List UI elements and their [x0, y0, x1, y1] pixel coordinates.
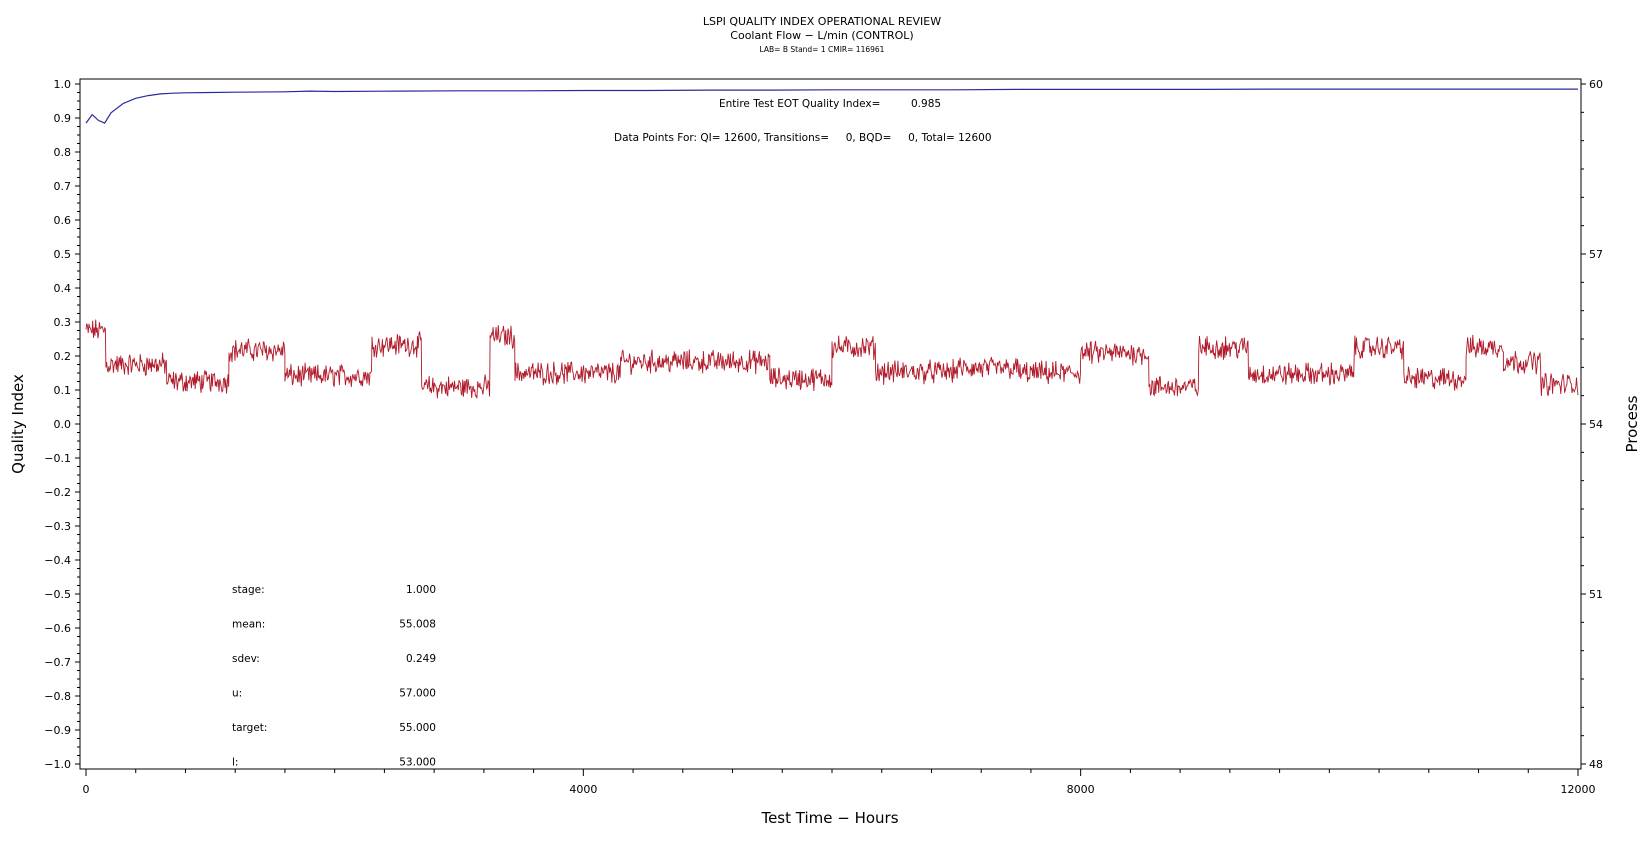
- stat-label: l:: [232, 757, 238, 769]
- left-axis: 1.0 0.9 0.8 0.7 0.6 0.5 0.4 0.3 0.2 0.1 0.0 −0.1 −0.…: [44, 78, 80, 771]
- chart-subtitle-2: LAB= B Stand= 1 CMIR= 116961: [760, 45, 885, 54]
- y-tick-label: −0.8: [44, 690, 71, 703]
- y-tick-label: −0.3: [44, 520, 71, 533]
- eot-quality-value: 0.985: [911, 98, 941, 110]
- stat-value: 0.249: [406, 653, 436, 665]
- y-tick-label: 0.2: [54, 350, 72, 363]
- right-axis: 60 57 54 51 48: [1581, 78, 1603, 771]
- stat-label: target:: [232, 722, 267, 734]
- eot-quality-label: Entire Test EOT Quality Index=: [719, 98, 880, 110]
- y-tick-label: −0.9: [44, 724, 71, 737]
- y-tick-label: 0.1: [54, 384, 72, 397]
- quality-index-line: [85, 88, 1578, 124]
- y-tick-label: −0.2: [44, 486, 71, 499]
- stat-value: 55.000: [399, 722, 436, 734]
- stat-value: 55.008: [399, 619, 436, 631]
- x-axis-label: Test Time − Hours: [760, 809, 898, 827]
- chart-title: LSPI QUALITY INDEX OPERATIONAL REVIEW: [703, 15, 941, 28]
- y2-tick-label: 48: [1589, 758, 1603, 771]
- stat-label: u:: [232, 688, 242, 700]
- y-tick-label: 0.6: [54, 214, 72, 227]
- process-line: [85, 319, 1579, 399]
- y-axis-label: Quality Index: [9, 374, 27, 474]
- y2-tick-label: 54: [1589, 418, 1603, 431]
- stat-value: 57.000: [399, 688, 436, 700]
- y-tick-label: 0.4: [54, 282, 72, 295]
- y-tick-label: −0.4: [44, 554, 71, 567]
- x-tick-label: 0: [83, 783, 90, 796]
- stat-label: stage:: [232, 584, 265, 596]
- y-tick-label: 0.3: [54, 316, 72, 329]
- y-tick-label: 1.0: [54, 78, 72, 91]
- y-tick-label: 0.7: [54, 180, 72, 193]
- bottom-axis: 0 4000 8000 12000: [83, 769, 1596, 796]
- x-tick-label: 12000: [1561, 783, 1596, 796]
- stat-value: 1.000: [406, 584, 436, 596]
- y-tick-label: 0.5: [54, 248, 72, 261]
- y-tick-label: 0.8: [54, 146, 72, 159]
- y2-tick-label: 57: [1589, 248, 1603, 261]
- y-tick-label: 0.0: [54, 418, 72, 431]
- data-points-summary: Data Points For: QI= 12600, Transitions=…: [614, 132, 992, 144]
- stat-label: sdev:: [232, 653, 260, 665]
- y-tick-label: −0.6: [44, 622, 71, 635]
- stat-value: 53.000: [399, 757, 436, 769]
- stat-label: mean:: [232, 619, 265, 631]
- y2-axis-label: Process: [1623, 395, 1641, 452]
- y-tick-label: −0.1: [44, 452, 71, 465]
- plot-frame: [79, 78, 1582, 770]
- y2-tick-label: 51: [1589, 588, 1603, 601]
- stats-block: stage: 1.000 mean: 55.008 sdev: 0.249 u: 57.000…: [232, 584, 436, 769]
- y-tick-label: 0.9: [54, 112, 72, 125]
- x-tick-label: 8000: [1067, 783, 1095, 796]
- y-tick-label: −0.7: [44, 656, 71, 669]
- y-tick-label: −1.0: [44, 758, 71, 771]
- y-tick-label: −0.5: [44, 588, 71, 601]
- series-group: [85, 88, 1579, 399]
- chart-subtitle: Coolant Flow − L/min (CONTROL): [730, 29, 913, 42]
- y2-tick-label: 60: [1589, 78, 1603, 91]
- x-tick-label: 4000: [569, 783, 597, 796]
